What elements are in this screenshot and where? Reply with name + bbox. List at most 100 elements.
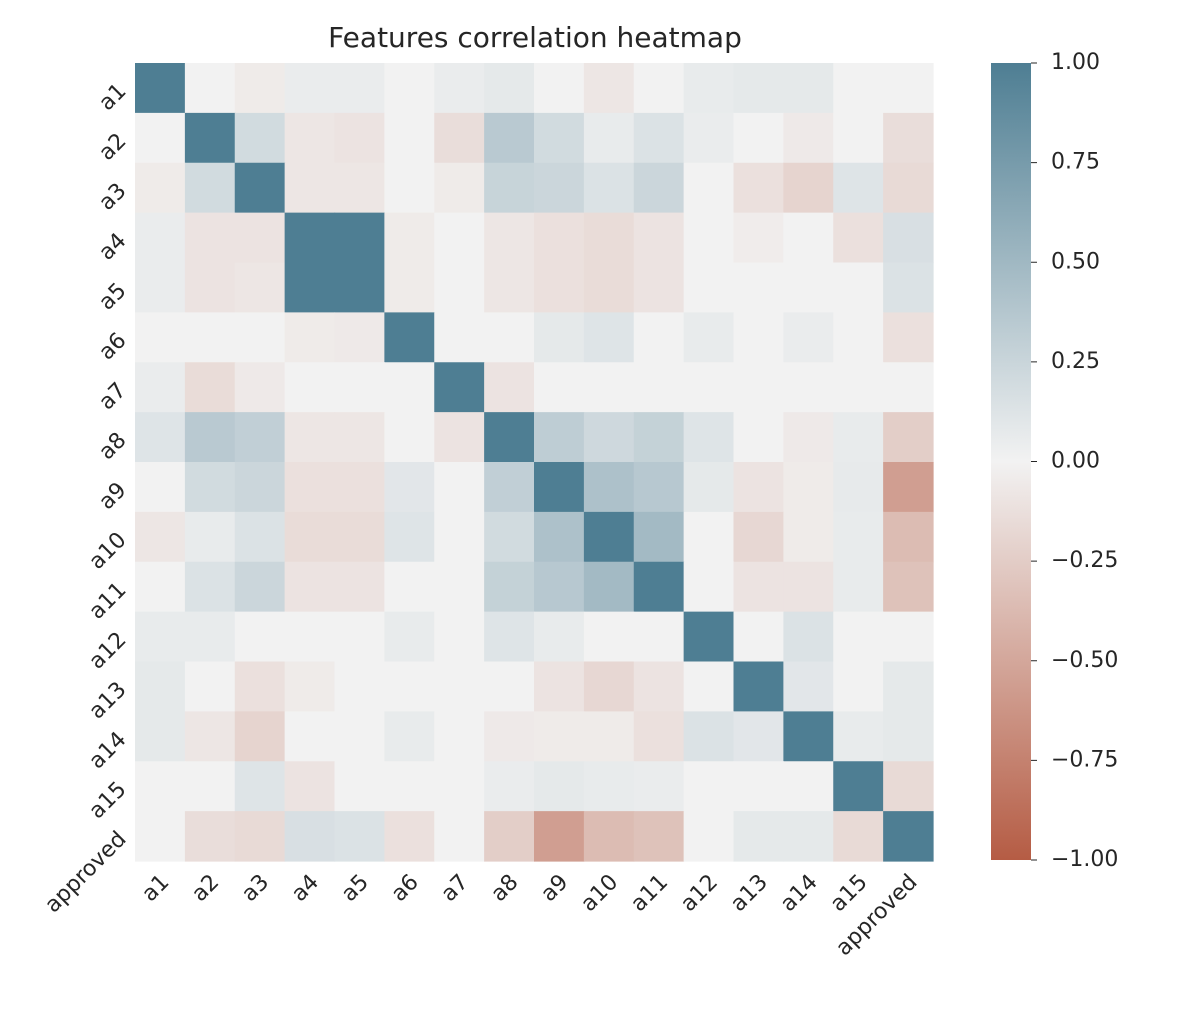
- heatmap-cell: [683, 611, 735, 663]
- heatmap-cell: [334, 761, 385, 812]
- heatmap-cell: [833, 212, 884, 264]
- heatmap-cell: [633, 63, 685, 114]
- colorbar-tick-label: −0.75: [1051, 747, 1118, 772]
- y-tick-label: a8: [94, 428, 131, 465]
- heatmap-cell: [833, 63, 884, 114]
- heatmap-cell: [284, 561, 336, 613]
- y-tick-label: a5: [94, 278, 131, 315]
- heatmap-cell: [683, 162, 735, 214]
- heatmap-cell: [534, 262, 585, 313]
- heatmap-cell: [883, 212, 934, 264]
- colorbar-tick-label: 0.00: [1051, 449, 1100, 474]
- heatmap-cell: [683, 561, 735, 613]
- heatmap-cell: [583, 362, 635, 413]
- heatmap-cell: [833, 561, 884, 613]
- heatmap-cell: [135, 611, 186, 663]
- heatmap-cell: [783, 362, 834, 413]
- heatmap-cell: [883, 362, 934, 413]
- heatmap-cell: [534, 462, 585, 513]
- x-tick-label: a8: [486, 870, 523, 907]
- heatmap-cell: [184, 212, 236, 264]
- heatmap-cell: [583, 561, 635, 613]
- heatmap-cell: [583, 711, 635, 762]
- heatmap-cell: [484, 262, 535, 313]
- heatmap-cell: [334, 112, 385, 164]
- y-tick-label: a13: [84, 677, 131, 724]
- heatmap-cell: [334, 511, 385, 563]
- heatmap-cell: [484, 561, 535, 613]
- heatmap-cell: [783, 711, 834, 762]
- heatmap-cell: [334, 661, 385, 712]
- heatmap-cell: [234, 63, 286, 114]
- heatmap-cell: [683, 462, 735, 513]
- heatmap-cell: [135, 262, 186, 313]
- x-tick-label: a2: [187, 870, 224, 907]
- heatmap-cell: [334, 162, 385, 214]
- heatmap-cell: [434, 362, 485, 413]
- heatmap-cell: [184, 312, 236, 363]
- y-tick-label: a10: [84, 528, 131, 575]
- heatmap-cell: [284, 162, 336, 214]
- heatmap-cell: [484, 112, 535, 164]
- heatmap-cell: [434, 262, 485, 313]
- heatmap-cell: [633, 212, 685, 264]
- colorbar-tick-label: 1.00: [1051, 50, 1100, 75]
- heatmap-cell: [434, 312, 485, 363]
- heatmap-cell: [583, 511, 635, 563]
- heatmap-cell: [284, 112, 336, 164]
- heatmap-cell: [883, 711, 934, 762]
- y-tick-label: a15: [84, 777, 131, 824]
- heatmap-cell: [434, 212, 485, 264]
- chart-title: Features correlation heatmap: [328, 21, 742, 54]
- heatmap-cell: [633, 811, 685, 862]
- heatmap-cell: [135, 811, 186, 862]
- heatmap-cell: [883, 561, 934, 613]
- heatmap-cell: [534, 611, 585, 663]
- heatmap-cell: [384, 761, 435, 812]
- heatmap-cell: [334, 362, 385, 413]
- heatmap-cell: [484, 412, 535, 463]
- heatmap-cell: [135, 112, 186, 164]
- heatmap-cell: [434, 462, 485, 513]
- heatmap-cell: [583, 112, 635, 164]
- heatmap-cell: [583, 811, 635, 862]
- heatmap-cell: [484, 362, 535, 413]
- heatmap-cell: [135, 63, 186, 114]
- heatmap-cell: [184, 711, 236, 762]
- heatmap-cell: [284, 661, 336, 712]
- heatmap-cell: [534, 63, 585, 114]
- heatmap-cell: [384, 362, 435, 413]
- heatmap-cell: [384, 63, 435, 114]
- heatmap-cell: [184, 511, 236, 563]
- heatmap-cell: [384, 511, 435, 563]
- heatmap-cell: [284, 511, 336, 563]
- x-tick-label: a12: [676, 870, 723, 917]
- heatmap-cell: [284, 761, 336, 812]
- x-tick-label: a6: [387, 870, 424, 907]
- heatmap-cell: [384, 711, 435, 762]
- heatmap-cell: [633, 262, 685, 313]
- heatmap-cell: [484, 511, 535, 563]
- heatmap-cell: [334, 561, 385, 613]
- heatmap-cell: [583, 63, 635, 114]
- heatmap-cell: [883, 811, 934, 862]
- heatmap-cell: [783, 661, 834, 712]
- heatmap-cell: [434, 611, 485, 663]
- heatmap-cell: [434, 711, 485, 762]
- heatmap-cell: [833, 412, 884, 463]
- heatmap-cell: [484, 811, 535, 862]
- heatmap-cell: [334, 611, 385, 663]
- heatmap-cell: [633, 112, 685, 164]
- heatmap-cell: [783, 462, 834, 513]
- heatmap-cell: [184, 611, 236, 663]
- heatmap-cell: [384, 112, 435, 164]
- heatmap-cell: [484, 611, 535, 663]
- heatmap-cell: [733, 611, 784, 663]
- heatmap-cell: [633, 362, 685, 413]
- colorbar-tick-labels: 1.00 0.75 0.50 0.25 0.00 −0.25 −0.50 −0.75 −1.00: [1031, 50, 1118, 872]
- colorbar-tick-label: −0.50: [1051, 648, 1118, 673]
- x-tick-label: a10: [576, 870, 623, 917]
- heatmap-cell: [334, 462, 385, 513]
- heatmap-cell: [633, 312, 685, 363]
